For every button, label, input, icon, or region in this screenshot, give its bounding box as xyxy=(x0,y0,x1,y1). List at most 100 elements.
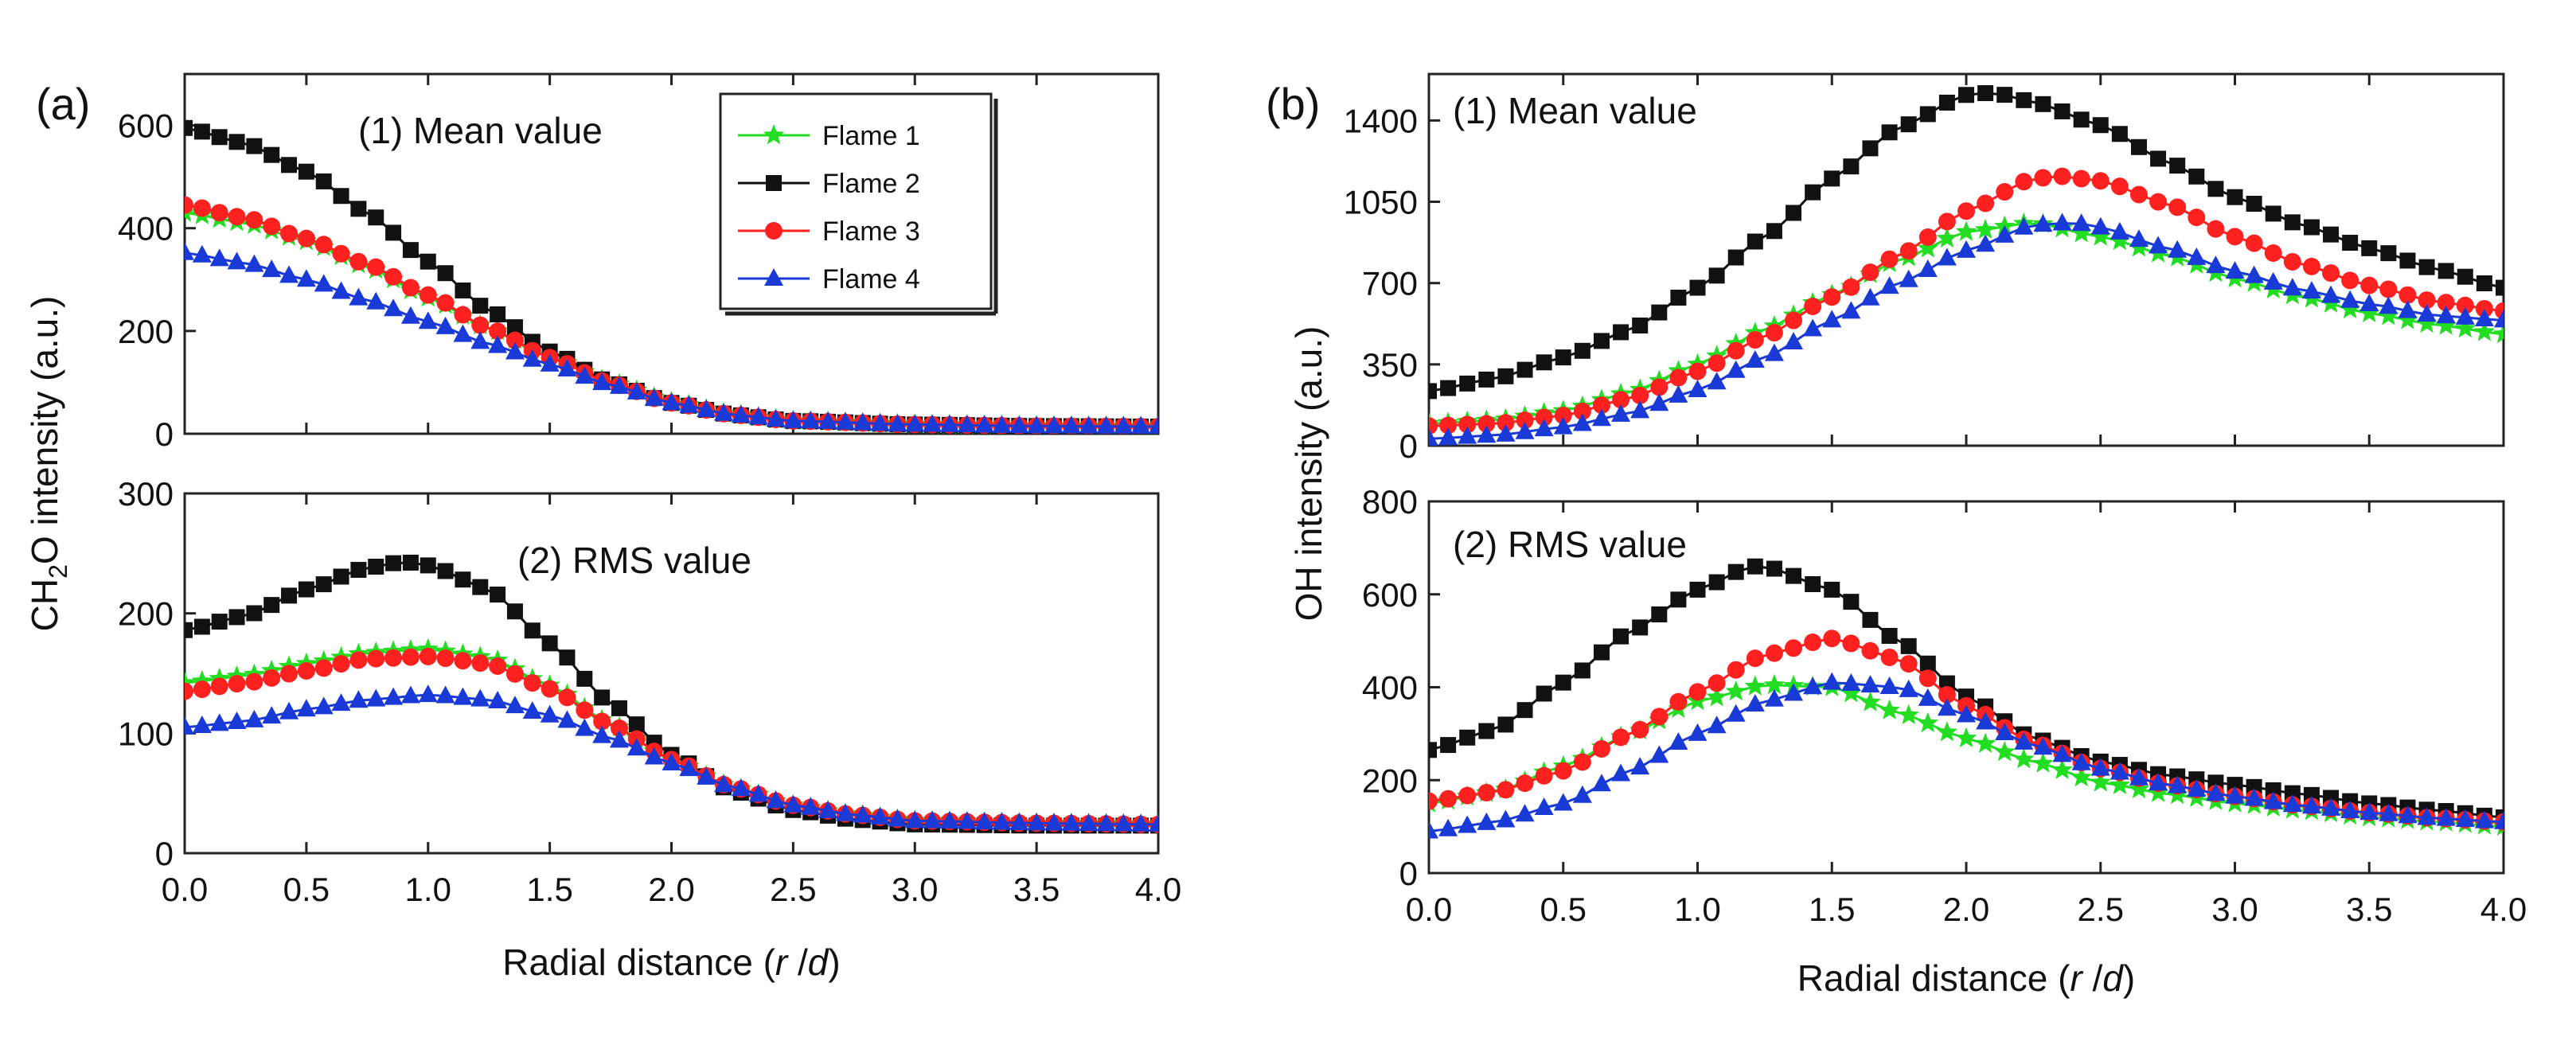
data-point xyxy=(2206,783,2226,801)
data-point xyxy=(1044,813,1064,831)
data-point xyxy=(522,349,542,367)
data-point xyxy=(679,395,699,413)
data-point xyxy=(1803,318,1823,337)
data-point xyxy=(488,691,508,709)
data-point xyxy=(2090,225,2112,246)
data-point xyxy=(332,244,350,263)
data-point xyxy=(1707,372,1727,390)
data-point xyxy=(2014,216,2034,235)
data-point xyxy=(1977,194,1995,212)
data-point xyxy=(541,680,559,698)
data-point xyxy=(1439,416,1458,435)
data-point xyxy=(1747,558,1763,575)
data-point xyxy=(1918,228,1937,246)
data-point xyxy=(1650,708,1669,726)
data-point xyxy=(505,696,525,714)
data-point xyxy=(2398,300,2418,318)
data-point xyxy=(350,562,367,579)
data-point xyxy=(1631,720,1649,739)
legend-label: Flame 1 xyxy=(822,121,920,151)
data-point xyxy=(576,701,594,719)
data-point xyxy=(2128,778,2150,799)
data-point xyxy=(1612,728,1630,747)
x-tick-label: 1.5 xyxy=(526,871,572,908)
data-point xyxy=(2109,229,2131,251)
data-point xyxy=(2073,111,2090,128)
data-point xyxy=(384,649,403,667)
data-point xyxy=(923,414,943,432)
data-point xyxy=(783,410,803,428)
subplot-title: (2) RMS value xyxy=(517,540,751,581)
data-point xyxy=(1880,648,1899,666)
data-point xyxy=(2302,257,2320,275)
data-point xyxy=(384,267,403,286)
data-point xyxy=(1632,619,1649,636)
data-point xyxy=(974,812,994,830)
x-axis-title-part: / xyxy=(787,942,808,983)
data-point xyxy=(350,201,367,217)
data-point xyxy=(835,803,855,821)
data-point xyxy=(2454,318,2476,338)
data-point xyxy=(1593,333,1610,349)
series-line xyxy=(185,127,1158,428)
data-point xyxy=(437,265,454,282)
data-point xyxy=(1554,762,1572,780)
data-point xyxy=(1459,729,1476,746)
data-point xyxy=(644,747,664,765)
data-point xyxy=(2473,321,2496,341)
data-point xyxy=(1458,815,1477,833)
x-tick-label: 2.5 xyxy=(2078,891,2124,928)
data-point xyxy=(211,614,228,630)
data-point xyxy=(2436,306,2456,324)
data-point xyxy=(559,649,576,666)
data-point xyxy=(314,659,333,677)
data-point xyxy=(2379,280,2398,298)
data-point xyxy=(2207,181,2224,197)
data-point xyxy=(2033,737,2053,755)
data-point xyxy=(2169,158,2186,174)
data-point xyxy=(1429,417,1438,435)
y-tick-label: 1400 xyxy=(1344,102,1418,139)
data-point xyxy=(314,696,334,715)
data-point xyxy=(402,554,419,571)
y-tick-label: 800 xyxy=(1362,483,1418,520)
data-point xyxy=(1862,140,1879,157)
data-point xyxy=(2052,212,2072,231)
data-point xyxy=(1496,809,1516,828)
data-point xyxy=(193,199,211,217)
data-point xyxy=(1744,675,1766,696)
data-point xyxy=(2129,229,2149,248)
data-point xyxy=(1027,415,1047,434)
data-point xyxy=(470,331,490,349)
data-point xyxy=(1746,331,1764,349)
data-point xyxy=(1938,212,1956,231)
data-point xyxy=(1899,655,1918,673)
data-point xyxy=(1477,783,1496,801)
series-line xyxy=(185,655,1158,826)
data-point xyxy=(1670,591,1687,608)
data-point xyxy=(576,670,593,687)
data-point xyxy=(1861,641,1879,660)
data-point xyxy=(2284,214,2301,231)
y-tick-label: 600 xyxy=(118,107,174,145)
data-point xyxy=(1881,627,1898,644)
y-tick-label: 200 xyxy=(118,595,174,633)
x-axis-title-part: ) xyxy=(828,942,840,983)
legend-box xyxy=(719,92,993,310)
data-point xyxy=(209,713,229,731)
data-point xyxy=(2149,193,2168,211)
data-point xyxy=(1096,415,1116,434)
data-point xyxy=(1805,575,1821,592)
data-point xyxy=(418,311,438,329)
data-point xyxy=(246,605,263,622)
y-tick-label: 0 xyxy=(1399,855,1418,892)
data-point xyxy=(957,811,977,829)
data-point xyxy=(1688,362,1707,380)
data-point xyxy=(1860,691,1881,712)
legend-marker xyxy=(765,222,783,240)
data-point xyxy=(644,388,664,406)
data-point xyxy=(2361,240,2378,256)
data-point xyxy=(1613,628,1630,645)
data-point xyxy=(333,568,349,585)
data-point xyxy=(2090,758,2110,776)
